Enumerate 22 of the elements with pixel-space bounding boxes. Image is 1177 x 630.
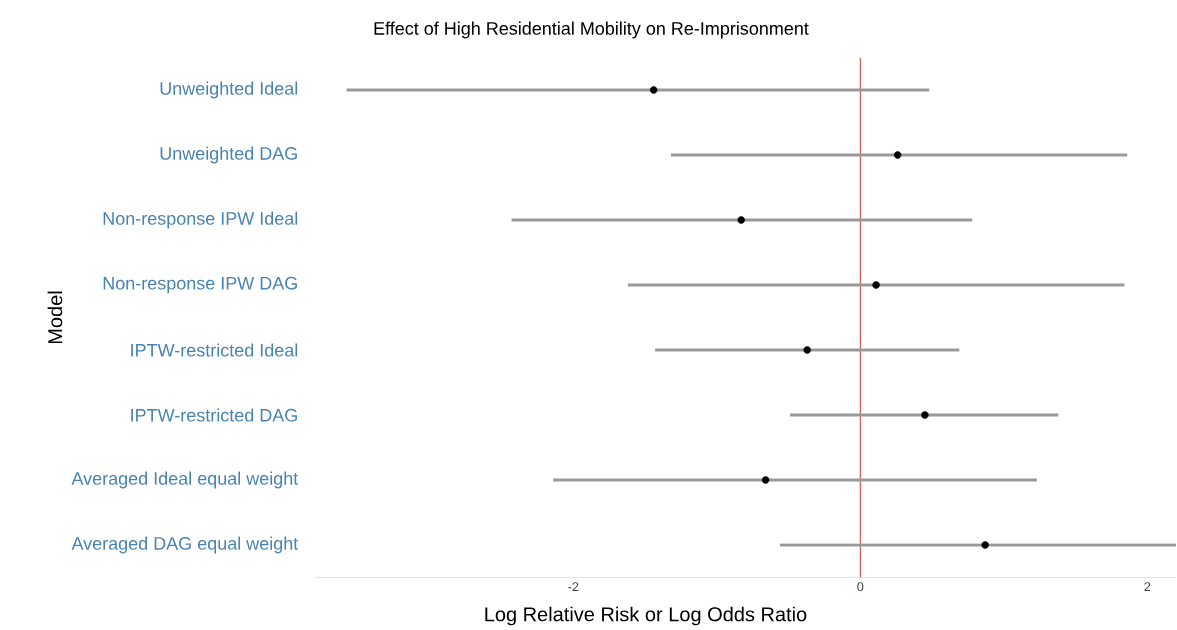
point [981, 541, 989, 549]
y-tick-label: Non-response IPW Ideal [103, 211, 298, 229]
point [649, 86, 658, 94]
x-tick-label: -2 [568, 582, 579, 592]
y-tick-label: Unweighted DAG [160, 146, 297, 164]
x-axis-title: Log Relative Risk or Log Odds Ratio [485, 606, 807, 626]
point [921, 411, 929, 419]
x-tick-label: 2 [1144, 582, 1151, 592]
point [803, 346, 811, 354]
y-tick-label: Averaged Ideal equal weight [71, 471, 299, 489]
y-tick-label: Non-response IPW DAG [103, 276, 297, 294]
point [737, 216, 745, 224]
point [872, 281, 880, 289]
y-tick-label: Unweighted Ideal [160, 81, 298, 99]
y-axis-title: Model [47, 291, 63, 344]
x-tick-label: 0 [857, 582, 864, 592]
point [761, 476, 770, 484]
y-tick-label: Averaged DAG equal weight [71, 536, 299, 554]
y-tick-label: IPTW-restricted DAG [131, 408, 297, 422]
point [893, 151, 902, 159]
chart-title: Effect of High Residential Mobility on Re-Imprisonment [374, 21, 809, 39]
y-tick-label: IPTW-restricted Ideal [131, 343, 298, 357]
